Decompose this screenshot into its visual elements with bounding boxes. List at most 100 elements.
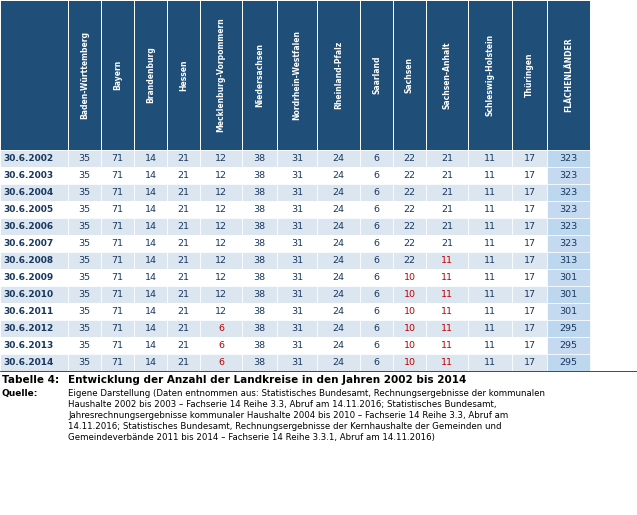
Bar	[0, 320, 68, 337]
Bar	[167, 354, 200, 371]
Bar	[200, 320, 242, 337]
Text: 17: 17	[524, 222, 536, 231]
Text: 11: 11	[484, 222, 496, 231]
Bar	[0, 150, 68, 167]
Bar	[547, 0, 590, 150]
Text: 38: 38	[254, 307, 266, 316]
Bar	[360, 0, 393, 150]
Text: 14: 14	[145, 222, 157, 231]
Bar	[277, 269, 317, 286]
Bar	[426, 337, 468, 354]
Bar	[277, 337, 317, 354]
Bar	[200, 235, 242, 252]
Text: Bayern: Bayern	[113, 60, 122, 90]
Bar	[167, 235, 200, 252]
Text: 24: 24	[333, 290, 345, 299]
Text: 30.6.2002: 30.6.2002	[3, 154, 53, 163]
Bar	[167, 0, 200, 150]
Text: 38: 38	[254, 341, 266, 350]
Bar	[468, 354, 512, 371]
Text: 14: 14	[145, 171, 157, 180]
Bar	[277, 150, 317, 167]
Bar	[101, 354, 134, 371]
Text: 71: 71	[111, 239, 124, 248]
Bar	[468, 201, 512, 218]
Text: 14: 14	[145, 290, 157, 299]
Text: 31: 31	[291, 324, 303, 333]
Text: 71: 71	[111, 222, 124, 231]
Bar	[68, 286, 101, 303]
Text: 11: 11	[441, 341, 453, 350]
Text: 21: 21	[178, 256, 189, 265]
Bar	[68, 218, 101, 235]
Text: Tabelle 4:: Tabelle 4:	[2, 375, 59, 385]
Bar	[317, 235, 360, 252]
Text: 17: 17	[524, 307, 536, 316]
Text: 31: 31	[291, 239, 303, 248]
Bar	[200, 167, 242, 184]
Text: 71: 71	[111, 290, 124, 299]
Text: 71: 71	[111, 256, 124, 265]
Text: 11: 11	[484, 188, 496, 197]
Bar	[360, 150, 393, 167]
Bar	[0, 286, 68, 303]
Bar	[101, 235, 134, 252]
Text: 301: 301	[559, 290, 578, 299]
Text: 30.6.2011: 30.6.2011	[3, 307, 54, 316]
Text: 35: 35	[78, 222, 90, 231]
Bar	[68, 235, 101, 252]
Bar	[101, 167, 134, 184]
Bar	[512, 286, 547, 303]
Bar	[317, 354, 360, 371]
Text: 38: 38	[254, 205, 266, 214]
Text: 31: 31	[291, 222, 303, 231]
Text: 35: 35	[78, 273, 90, 282]
Bar	[242, 235, 277, 252]
Bar	[68, 354, 101, 371]
Bar	[547, 150, 590, 167]
Text: 71: 71	[111, 188, 124, 197]
Bar	[547, 269, 590, 286]
Bar	[393, 269, 426, 286]
Text: 35: 35	[78, 341, 90, 350]
Text: 30.6.2014: 30.6.2014	[3, 358, 54, 367]
Text: 6: 6	[373, 324, 380, 333]
Bar	[512, 252, 547, 269]
Text: 24: 24	[333, 273, 345, 282]
Bar	[360, 286, 393, 303]
Bar	[167, 269, 200, 286]
Text: FLÄCHENLÄNDER: FLÄCHENLÄNDER	[564, 38, 573, 112]
Text: 35: 35	[78, 256, 90, 265]
Text: 6: 6	[373, 307, 380, 316]
Text: 10: 10	[403, 341, 415, 350]
Text: Mecklenburg-Vorpommern: Mecklenburg-Vorpommern	[217, 18, 225, 132]
Bar	[277, 235, 317, 252]
Text: 17: 17	[524, 188, 536, 197]
Text: 12: 12	[215, 273, 227, 282]
Text: 6: 6	[373, 188, 380, 197]
Text: 30.6.2013: 30.6.2013	[3, 341, 54, 350]
Text: 12: 12	[215, 154, 227, 163]
Bar	[242, 320, 277, 337]
Bar	[512, 150, 547, 167]
Text: 17: 17	[524, 154, 536, 163]
Text: 301: 301	[559, 273, 578, 282]
Bar	[468, 286, 512, 303]
Text: 30.6.2008: 30.6.2008	[3, 256, 53, 265]
Text: 6: 6	[373, 205, 380, 214]
Text: 38: 38	[254, 239, 266, 248]
Text: 295: 295	[559, 358, 578, 367]
Bar	[277, 303, 317, 320]
Bar	[101, 252, 134, 269]
Bar	[200, 252, 242, 269]
Text: 22: 22	[403, 256, 415, 265]
Text: 24: 24	[333, 307, 345, 316]
Bar	[101, 0, 134, 150]
Bar	[317, 286, 360, 303]
Text: 14: 14	[145, 341, 157, 350]
Bar	[547, 235, 590, 252]
Text: 21: 21	[178, 171, 189, 180]
Text: 11: 11	[484, 307, 496, 316]
Text: 71: 71	[111, 273, 124, 282]
Bar	[468, 303, 512, 320]
